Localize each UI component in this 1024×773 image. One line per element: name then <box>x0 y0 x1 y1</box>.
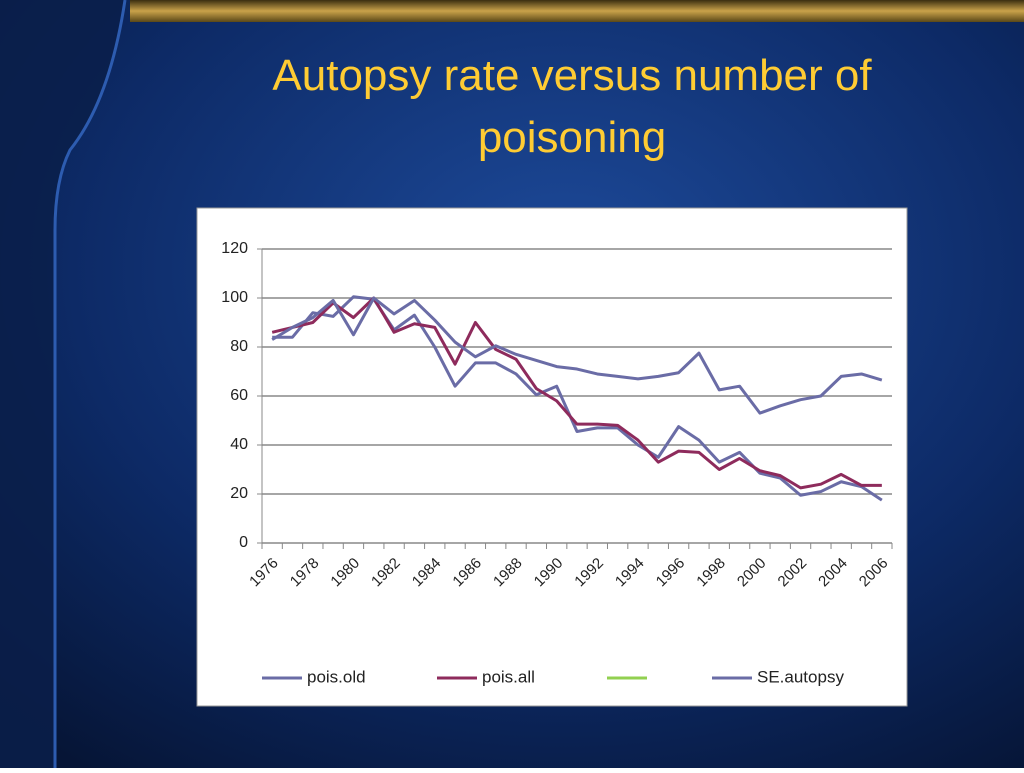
y-tick-label: 100 <box>221 289 248 306</box>
y-tick-label: 60 <box>230 387 248 404</box>
side-edge <box>53 0 127 768</box>
series-line <box>271 296 883 415</box>
top-bar <box>130 0 1024 22</box>
legend-label: pois.old <box>307 667 366 686</box>
chart-title: Autopsy rate versus number of poisoning <box>272 51 872 162</box>
y-tick-label: 0 <box>239 534 248 551</box>
chart-area <box>196 207 908 707</box>
y-tick-label: 40 <box>230 436 248 453</box>
y-tick-label: 120 <box>221 240 248 257</box>
y-tick-label: 20 <box>230 485 248 502</box>
y-tick-label: 80 <box>230 338 248 355</box>
side-shape <box>0 0 125 768</box>
legend-label: pois.all <box>482 667 535 686</box>
legend-label: SE.autopsy <box>757 667 844 686</box>
